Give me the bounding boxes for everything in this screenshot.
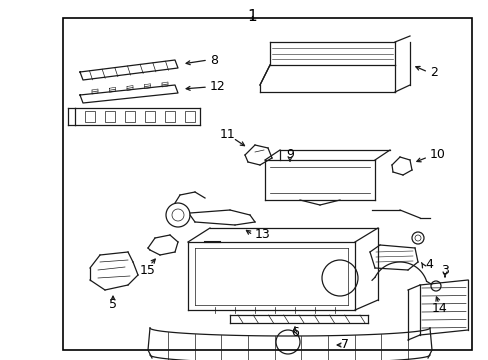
Text: 8: 8 bbox=[209, 54, 218, 67]
Text: 2: 2 bbox=[429, 66, 437, 78]
Text: 13: 13 bbox=[254, 229, 270, 242]
Text: 1: 1 bbox=[246, 9, 256, 24]
Bar bbox=[164, 111, 175, 122]
Text: 12: 12 bbox=[209, 81, 225, 94]
Bar bbox=[63, 18, 471, 350]
Bar bbox=[125, 111, 135, 122]
Text: 9: 9 bbox=[285, 148, 293, 162]
Text: 11: 11 bbox=[220, 129, 235, 141]
Text: 14: 14 bbox=[431, 302, 447, 315]
Bar bbox=[105, 111, 115, 122]
Text: 15: 15 bbox=[140, 264, 156, 276]
Text: 3: 3 bbox=[440, 264, 448, 276]
Text: 5: 5 bbox=[109, 298, 117, 311]
Bar bbox=[145, 111, 155, 122]
Text: 4: 4 bbox=[424, 258, 432, 271]
Text: 6: 6 bbox=[290, 327, 298, 339]
Bar bbox=[184, 111, 195, 122]
Text: 7: 7 bbox=[340, 338, 348, 351]
Text: 10: 10 bbox=[429, 148, 445, 162]
Bar bbox=[85, 111, 95, 122]
